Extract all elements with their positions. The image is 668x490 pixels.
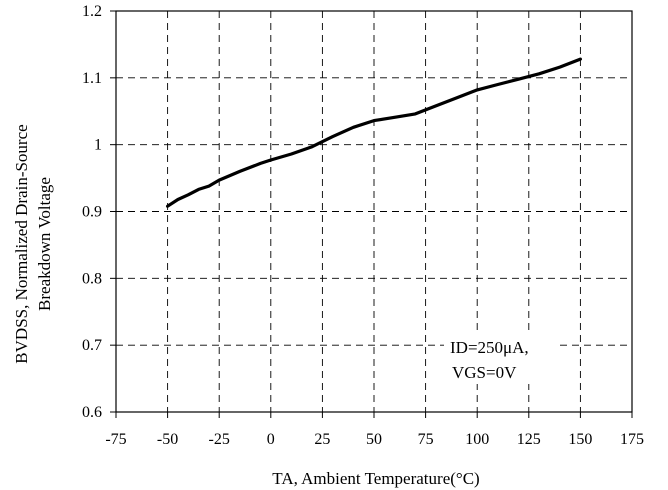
tick-labels: -75 -50 -25 0 25 50 75 100 125 150 175 0.6 0.7 0.8 0.9…	[82, 3, 644, 448]
y-tick-label: 0.9	[82, 204, 102, 221]
x-tick-label: 25	[314, 431, 330, 448]
x-tick-label: 100	[465, 431, 489, 448]
series-line	[166, 57, 582, 208]
y-tick-label: 0.6	[82, 404, 102, 421]
y-tick-label: 1.2	[82, 3, 102, 20]
x-tick-label: 150	[568, 431, 592, 448]
y-axis-title-line-1: BVDSS, Normalized Drain-Source	[12, 124, 31, 363]
y-tick-label: 1.1	[82, 70, 102, 87]
x-tick-label: -50	[157, 431, 178, 448]
x-tick-label: -25	[209, 431, 230, 448]
ticks	[110, 10, 633, 418]
x-tick-label: 125	[517, 431, 541, 448]
x-tick-label: 50	[366, 431, 382, 448]
y-tick-label: 1	[94, 137, 102, 154]
annotation-line-2: VGS=0V	[452, 363, 517, 382]
x-tick-label: 75	[418, 431, 434, 448]
x-tick-label: 0	[267, 431, 275, 448]
x-tick-label: -75	[105, 431, 126, 448]
annotation-background	[444, 330, 560, 384]
y-axis-title-line-2: Breakdown Voltage	[35, 177, 54, 311]
y-tick-label: 0.8	[82, 270, 102, 287]
x-axis-title: TA, Ambient Temperature(°C)	[272, 469, 479, 488]
annotation-line-1: ID=250μA,	[450, 338, 529, 357]
y-tick-label: 0.7	[82, 337, 102, 354]
x-tick-label: 175	[620, 431, 644, 448]
